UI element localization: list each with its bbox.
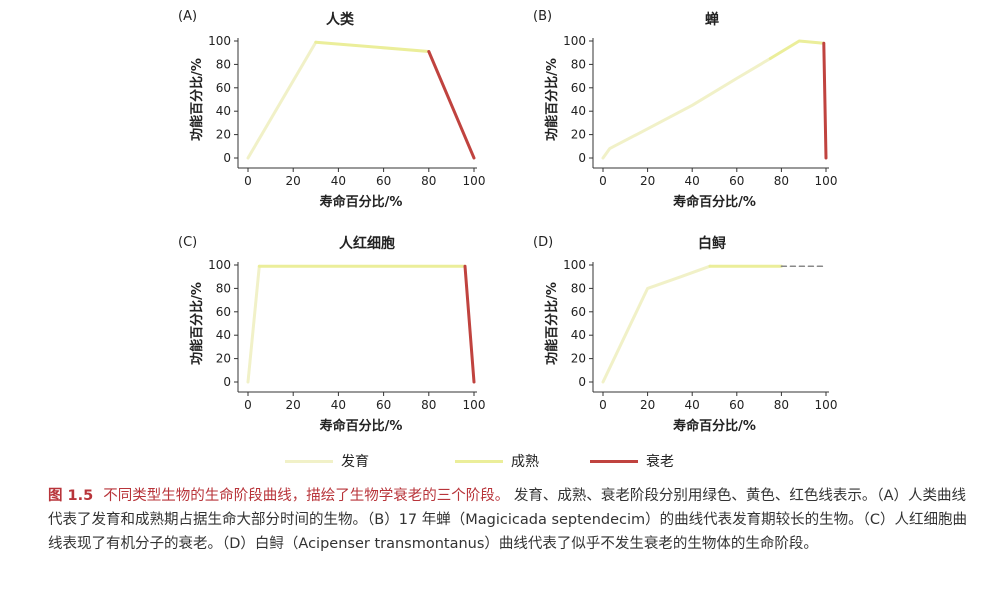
panel-c-xtick-label-100: 100 [463, 398, 486, 412]
panel-b-line-development [601, 57, 772, 160]
panel-b-ytick-label-60: 60 [571, 81, 586, 95]
panel-c-xtick-label-0: 0 [244, 398, 252, 412]
panel-a-ytick-label-80: 80 [216, 57, 231, 71]
panel-b-ytick-label-0: 0 [578, 151, 586, 165]
panel-c-xtick-label-20: 20 [286, 398, 301, 412]
panel-a-ylabel: 功能百分比/% [189, 58, 205, 141]
panel-a-xtick-label-20: 20 [286, 174, 301, 188]
panel-d-xtick-label-20: 20 [640, 398, 655, 412]
panel-a-line-development [246, 40, 318, 160]
panel-c-ytick-label-60: 60 [216, 305, 231, 319]
panel-d-ytick-label-20: 20 [571, 352, 586, 366]
panel-a-ytick-label-40: 40 [216, 104, 231, 118]
panel-d-ytick-label-100: 100 [563, 258, 586, 272]
panel-c-ytick-label-0: 0 [223, 375, 231, 389]
panel-a-ytick-label-0: 0 [223, 151, 231, 165]
panel-c-ytick-label-80: 80 [216, 281, 231, 295]
panel-d-ytick-label-60: 60 [571, 305, 586, 319]
panel-b-line-maturity [768, 39, 826, 60]
panel-c-xtick-label-40: 40 [331, 398, 346, 412]
legend-swatch-development [285, 459, 333, 463]
panel-c-ylabel: 功能百分比/% [189, 282, 205, 365]
panel-c-line-development [246, 264, 261, 384]
legend-label-senescence: 衰老 [646, 454, 674, 470]
panel-b-ylabel: 功能百分比/% [544, 58, 560, 141]
panel-d-xtick-label-40: 40 [685, 398, 700, 412]
panel-b-ytick-label-80: 80 [571, 57, 586, 71]
panel-c-ytick-label-20: 20 [216, 352, 231, 366]
figure: (A) 人类 0 20 40 60 80 100 0 20 40 60 80 100 寿命百分比/% 功能百分… [178, 9, 837, 434]
panel-b-xlabel: 寿命百分比/% [673, 194, 756, 210]
panel-d-ylabel: 功能百分比/% [544, 282, 560, 365]
panel-a-xlabel: 寿命百分比/% [320, 194, 403, 210]
legend-swatch-senescence [590, 459, 638, 463]
panel-a-label: (A) [178, 9, 197, 24]
panel-b-xtick-label-0: 0 [599, 174, 607, 188]
legend-item-senescence: 衰老 [590, 449, 674, 473]
panel-d-ytick-label-80: 80 [571, 281, 586, 295]
panel-b-ytick-label-100: 100 [563, 34, 586, 48]
panel-d-ytick-label-40: 40 [571, 328, 586, 342]
panel-b-xtick-label-60: 60 [729, 174, 744, 188]
panel-d-xlabel: 寿命百分比/% [673, 418, 756, 434]
legend-swatch-maturity [455, 459, 503, 463]
panel-c-ytick-label-100: 100 [208, 258, 231, 272]
panel-b-xtick-label-100: 100 [815, 174, 838, 188]
panel-c-xtick-label-80: 80 [421, 398, 436, 412]
panel-d-ytick-label-0: 0 [578, 375, 586, 389]
panel-b: (B) 蝉 0 20 40 60 80 100 0 20 40 60 80 100 寿命百分比/% 功能百分比… [533, 9, 837, 210]
caption-head: 图 1.5 不同类型生物的生命阶段曲线，描绘了生物学衰老的三个阶段。 [48, 488, 514, 504]
caption-figure-number: 图 1.5 [48, 488, 94, 504]
panel-b-ytick-label-20: 20 [571, 128, 586, 142]
panel-a-xtick-label-40: 40 [331, 174, 346, 188]
panel-a-title: 人类 [326, 11, 355, 28]
panel-c: (C) 人红细胞 0 20 40 60 80 100 0 20 40 60 80 100 寿命百分比/% 功能… [178, 235, 485, 434]
panel-b-xtick-label-80: 80 [774, 174, 789, 188]
panel-d: (D) 白鲟 0 20 40 60 80 100 0 20 40 60 80 100 寿命百分比/% 功能百分… [533, 235, 837, 434]
panel-c-label: (C) [178, 235, 197, 250]
panel-c-title: 人红细胞 [339, 235, 395, 252]
panel-d-line-development [601, 264, 712, 384]
panel-a-xtick-label-60: 60 [376, 174, 391, 188]
legend-item-development: 发育 [285, 449, 369, 473]
panel-d-xtick-label-60: 60 [729, 398, 744, 412]
panel-b-xtick-label-20: 20 [640, 174, 655, 188]
panel-c-xlabel: 寿命百分比/% [320, 418, 403, 434]
panel-a-xtick-label-80: 80 [421, 174, 436, 188]
panel-d-label: (D) [533, 235, 553, 250]
panel-b-xtick-label-40: 40 [685, 174, 700, 188]
panel-b-line-senescence [822, 41, 828, 160]
panel-a-ytick-label-20: 20 [216, 128, 231, 142]
legend-label-maturity: 成熟 [511, 454, 539, 470]
caption-highlight: 不同类型生物的生命阶段曲线，描绘了生物学衰老的三个阶段。 [103, 488, 510, 504]
panel-a-ytick-label-60: 60 [216, 81, 231, 95]
panel-c-line-senescence [463, 264, 476, 384]
panel-a-xtick-label-0: 0 [244, 174, 252, 188]
legend-label-development: 发育 [341, 454, 369, 470]
panel-c-xtick-label-60: 60 [376, 398, 391, 412]
panel-d-title: 白鲟 [698, 235, 726, 252]
figure-caption: 图 1.5 不同类型生物的生命阶段曲线，描绘了生物学衰老的三个阶段。 发育、成熟、… [48, 484, 968, 556]
panel-b-ytick-label-40: 40 [571, 104, 586, 118]
panel-b-title: 蝉 [705, 11, 719, 28]
panel-a-ytick-label-100: 100 [208, 34, 231, 48]
panel-c-ytick-label-40: 40 [216, 328, 231, 342]
panel-a-xtick-label-100: 100 [463, 174, 486, 188]
panel-a-line-senescence [427, 50, 476, 160]
panel-d-xtick-label-80: 80 [774, 398, 789, 412]
caption-body: 发育、成熟、衰老阶段分别用绿色、黄色、红色线表示。（A）人类曲线代表了发育和成熟… [48, 488, 968, 552]
panel-d-xtick-label-100: 100 [815, 398, 838, 412]
panel-d-xtick-label-0: 0 [599, 398, 607, 412]
panel-a-line-maturity [314, 40, 431, 53]
legend-item-maturity: 成熟 [455, 449, 539, 473]
panel-b-label: (B) [533, 9, 552, 24]
panel-a: (A) 人类 0 20 40 60 80 100 0 20 40 60 80 100 寿命百分比/% 功能百分… [178, 9, 485, 210]
